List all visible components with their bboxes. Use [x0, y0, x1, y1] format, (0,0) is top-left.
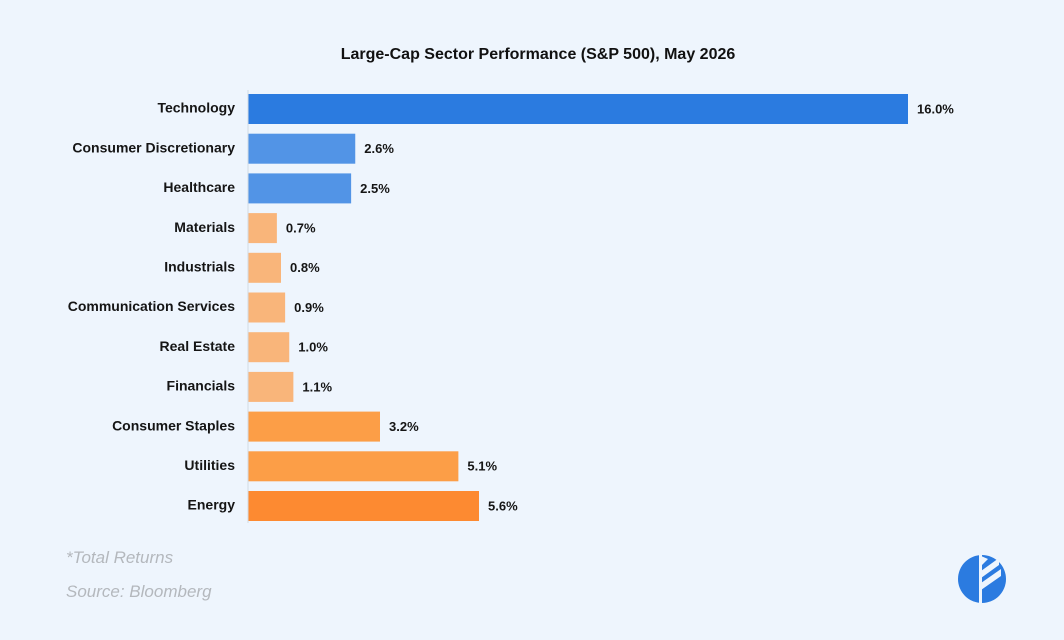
category-label: Consumer Staples: [112, 417, 235, 433]
value-label: 0.7%: [286, 221, 316, 236]
bar-industrials: [248, 252, 281, 283]
category-label: Financials: [167, 378, 236, 394]
value-label: 1.0%: [298, 340, 328, 355]
bar-technology: [248, 94, 908, 124]
logo-slash-1: [981, 556, 988, 566]
value-label: 2.6%: [364, 141, 394, 156]
chart-title: Large-Cap Sector Performance (S&P 500), …: [341, 46, 736, 63]
bar-healthcare: [248, 173, 352, 204]
category-label: Energy: [188, 497, 236, 513]
bar-utilities: [248, 451, 459, 482]
bar-real-estate: [248, 332, 290, 363]
bars-group: Technology 16.0% Consumer Discretionary 2.6…: [68, 94, 954, 521]
category-label: Communication Services: [68, 298, 235, 314]
value-label: 16.0%: [917, 101, 954, 116]
logo-slash-2: [981, 558, 999, 578]
category-label: Consumer Discretionary: [72, 139, 235, 155]
footnote-source: Source: Bloomberg: [66, 582, 212, 601]
category-label: Healthcare: [163, 179, 235, 195]
bar-materials: [248, 213, 277, 244]
bar-communication-services: [248, 292, 286, 323]
bar-consumer-discretionary: [248, 133, 356, 164]
logo-slash-3: [981, 569, 1001, 590]
category-label: Utilities: [184, 457, 235, 473]
value-label: 5.6%: [488, 498, 518, 513]
footnote-total-returns: *Total Returns: [66, 548, 174, 567]
bar-financials: [248, 371, 294, 402]
category-label: Materials: [174, 219, 235, 235]
category-label: Industrials: [164, 259, 235, 275]
bar-consumer-staples: [248, 411, 380, 442]
value-label: 5.1%: [467, 459, 497, 474]
category-label: Technology: [157, 100, 235, 116]
value-label: 0.8%: [290, 260, 320, 275]
logo-divider: [979, 555, 982, 603]
value-label: 1.1%: [302, 379, 332, 394]
pie-chart-logo-icon: [958, 555, 1006, 603]
value-label: 0.9%: [294, 300, 324, 315]
bar-energy: [248, 491, 479, 521]
category-label: Real Estate: [160, 338, 236, 354]
value-label: 2.5%: [360, 181, 390, 196]
value-label: 3.2%: [389, 419, 419, 434]
